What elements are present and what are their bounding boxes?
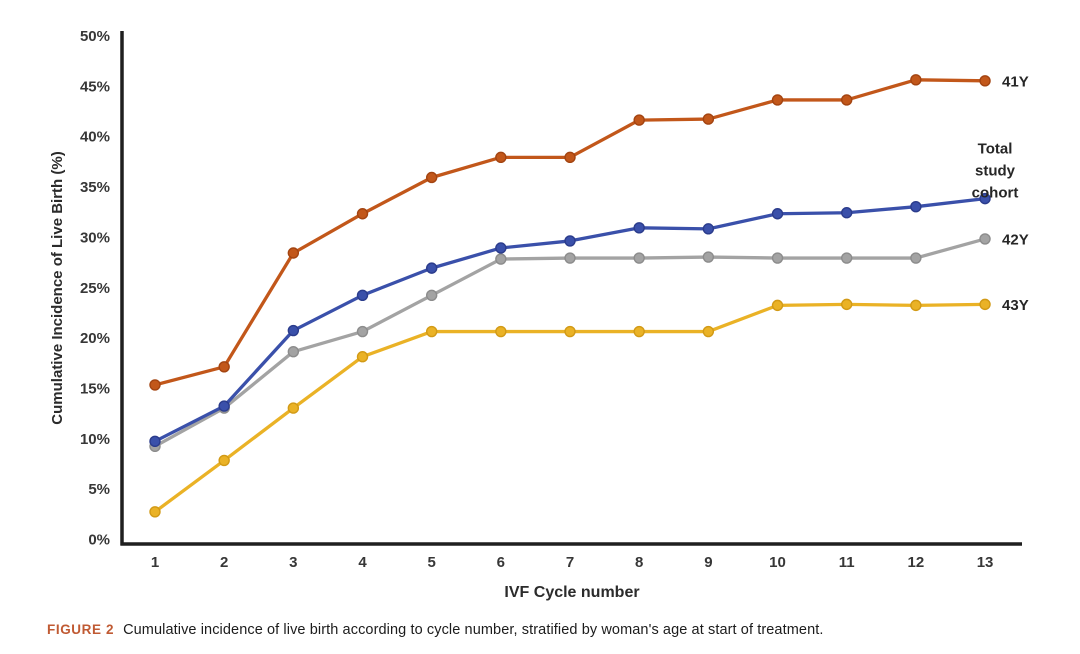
series-line-41y [153,78,987,387]
series-marker-42y [979,233,991,245]
series-label-total-study-cohort: study [975,163,1016,180]
series-marker-43y [633,325,645,338]
series-marker-total-study-cohort [149,435,161,448]
y-tick-label: 20% [80,330,110,347]
series-line-total-study-cohort [153,196,987,443]
y-tick-label: 35% [80,179,110,196]
y-tick-label: 0% [88,532,110,549]
chart-canvas: 0%5%10%15%20%25%30%35%40%45%50%1 2 3 4 5 6 7 8 9… [49,28,1029,601]
series-marker-42y [564,252,576,264]
series-marker-41y [425,171,438,184]
series-marker-41y [841,94,853,106]
series-marker-42y [425,289,438,302]
series-marker-total-study-cohort [425,262,438,274]
caption-text: Cumulative incidence of live birth accor… [123,622,824,638]
series-marker-41y [564,151,576,164]
x-tick-label: 9 [704,554,712,571]
caption-label: FIGURE 2 [47,622,115,637]
series-marker-41y [910,74,922,86]
y-axis-title: Cumulative Incidence of Live Birth (%) [49,151,66,424]
series-marker-42y [633,252,645,264]
series-marker-42y [841,252,853,264]
y-tick-label: 30% [80,229,110,246]
series-marker-42y [287,345,300,358]
series-marker-43y [425,325,438,338]
series-label-43y: 43Y [1002,297,1029,314]
x-tick-label: 5 [428,554,436,571]
series-label-total-study-cohort: cohort [972,185,1019,202]
figure-caption: FIGURE 2 Cumulative incidence of live bir… [47,622,1047,638]
y-tick-label: 15% [80,380,110,397]
x-tick-label: 4 [358,554,367,571]
series-marker-42y [702,251,715,263]
series-marker-total-study-cohort [771,208,784,220]
series-marker-41y [702,113,715,125]
y-tick-label: 10% [80,431,110,448]
x-tick-label: 13 [977,554,994,571]
series-marker-43y [149,506,161,518]
series-marker-43y [287,402,300,414]
y-tick-label: 25% [80,280,110,297]
series-marker-43y [979,298,991,311]
series-marker-total-study-cohort [495,242,507,254]
series-marker-total-study-cohort [633,222,645,234]
series-marker-total-study-cohort [287,324,300,337]
series-marker-total-study-cohort [218,400,230,412]
series-marker-41y [771,94,784,106]
series-marker-41y [495,151,507,164]
series-marker-43y [356,351,369,363]
series-marker-total-study-cohort [979,192,991,205]
series-marker-total-study-cohort [841,207,853,219]
series-marker-41y [356,208,369,220]
series-marker-43y [702,325,715,338]
y-tick-label: 5% [88,481,110,498]
series-marker-42y [910,252,922,264]
y-tick-label: 45% [80,78,110,95]
series-marker-total-study-cohort [356,289,369,302]
x-axis-title: IVF Cycle number [504,584,639,601]
x-tick-label: 11 [839,554,855,571]
series-marker-total-study-cohort [910,200,922,213]
series-marker-41y [979,75,991,87]
series-marker-41y [218,361,230,373]
series-marker-42y [771,252,784,264]
series-marker-43y [218,454,230,467]
series-marker-41y [287,247,300,259]
series-marker-43y [910,299,922,312]
x-tick-label: 1 [151,554,159,571]
series-marker-42y [356,325,369,338]
series-label-total-study-cohort: Total [978,141,1013,158]
series-marker-43y [841,298,853,311]
series-label-41y: 41Y [1002,73,1029,90]
series-marker-41y [149,379,161,391]
series-marker-total-study-cohort [564,235,576,247]
series-marker-43y [495,325,507,338]
x-tick-label: 3 [289,554,297,571]
series-marker-42y [495,253,507,265]
series-marker-43y [771,299,784,312]
y-tick-label: 40% [80,129,110,146]
y-tick-label: 50% [80,28,110,45]
x-tick-label: 8 [635,554,643,571]
x-tick-label: 2 [220,554,228,571]
series-line-42y [153,237,987,449]
series-marker-41y [633,114,645,126]
series-marker-43y [564,325,576,338]
x-tick-label: 10 [769,554,786,571]
series-label-42y: 42Y [1002,231,1029,248]
series-marker-total-study-cohort [702,223,715,235]
x-tick-label: 6 [497,554,505,571]
x-tick-label: 7 [566,554,574,571]
x-tick-label: 12 [908,554,925,571]
